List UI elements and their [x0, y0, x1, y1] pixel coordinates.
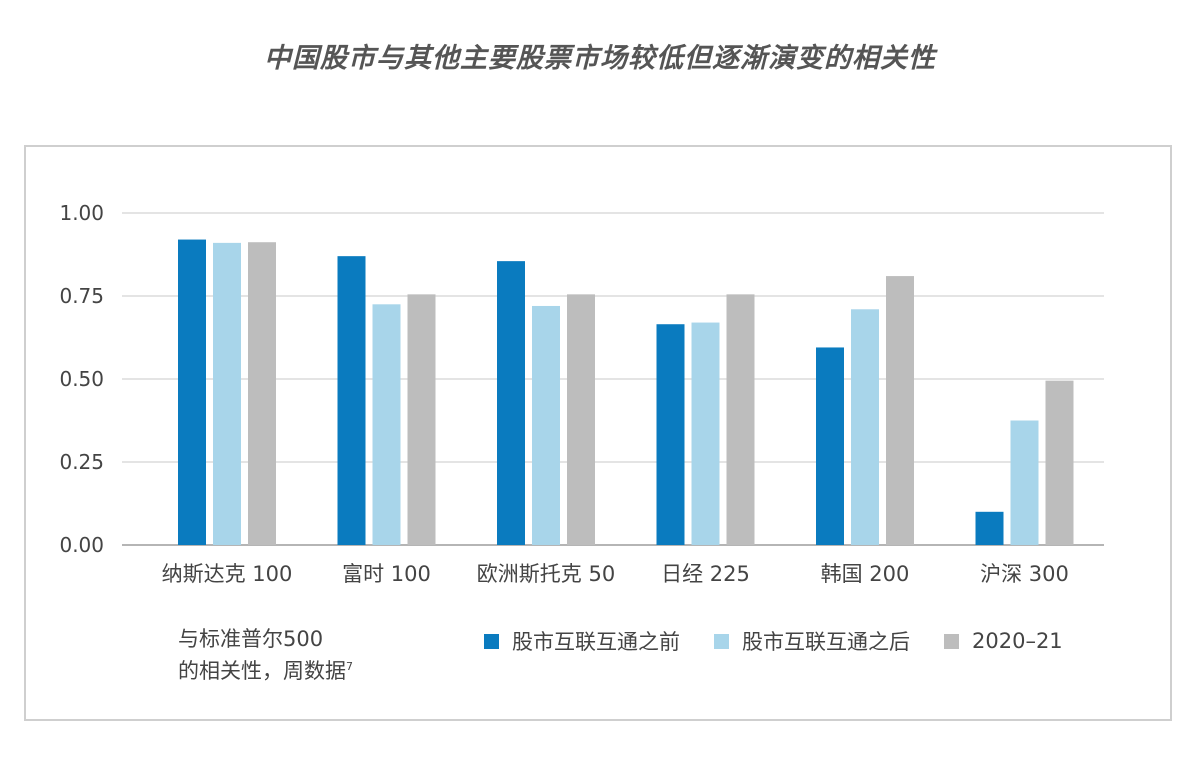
bar — [1045, 380, 1074, 545]
legend-item-after-connect: 股市互联互通之后 — [714, 626, 910, 656]
y-axis-description-line2: 的相关性，周数据 — [178, 659, 346, 683]
footnote-marker: 7 — [346, 660, 353, 673]
legend-item-before-connect: 股市互联互通之前 — [484, 626, 680, 656]
y-tick-label: 0.00 — [59, 533, 104, 557]
bar — [1010, 420, 1039, 545]
bar — [816, 347, 844, 545]
legend: 股市互联互通之前 股市互联互通之后 2020–21 — [484, 626, 1063, 656]
y-tick-label: 0.50 — [59, 367, 104, 391]
y-axis-description: 与标准普尔500 的相关性，周数据7 — [178, 626, 353, 685]
bar — [567, 294, 595, 545]
bar — [975, 511, 1004, 545]
bar — [213, 242, 241, 545]
chart-title: 中国股市与其他主要股票市场较低但逐渐演变的相关性 — [264, 43, 936, 74]
legend-label-2020-21: 2020–21 — [972, 629, 1063, 653]
legend-swatch-after-connect — [714, 633, 729, 649]
bar — [851, 309, 879, 545]
bar — [886, 276, 914, 545]
bar — [691, 322, 720, 545]
y-tick-label: 0.75 — [59, 284, 104, 308]
legend-item-2020-21: 2020–21 — [944, 629, 1063, 653]
x-tick-label: 欧洲斯托克 50 — [477, 562, 615, 586]
x-tick-label: 韩国 200 — [821, 562, 910, 586]
x-tick-label: 富时 100 — [342, 562, 431, 586]
chart-frame — [24, 145, 1172, 721]
bar — [532, 305, 560, 545]
legend-swatch-before-connect — [484, 633, 499, 649]
x-tick-label: 纳斯达克 100 — [162, 562, 293, 586]
x-tick-label: 沪深 300 — [980, 562, 1069, 586]
legend-swatch-2020-21 — [944, 633, 959, 649]
bar — [178, 239, 206, 545]
bar — [248, 242, 276, 545]
bar — [656, 324, 685, 545]
bar — [372, 304, 401, 545]
bar — [726, 294, 755, 545]
y-axis-description-line1: 与标准普尔500 — [178, 627, 324, 651]
legend-label-after-connect: 股市互联互通之后 — [742, 630, 910, 654]
legend-label-before-connect: 股市互联互通之前 — [512, 630, 680, 654]
x-tick-label: 日经 225 — [661, 562, 750, 586]
bar — [337, 256, 366, 545]
bar — [497, 261, 525, 545]
y-tick-label: 0.25 — [59, 450, 104, 474]
y-tick-label: 1.00 — [59, 201, 104, 225]
bar — [407, 294, 436, 545]
